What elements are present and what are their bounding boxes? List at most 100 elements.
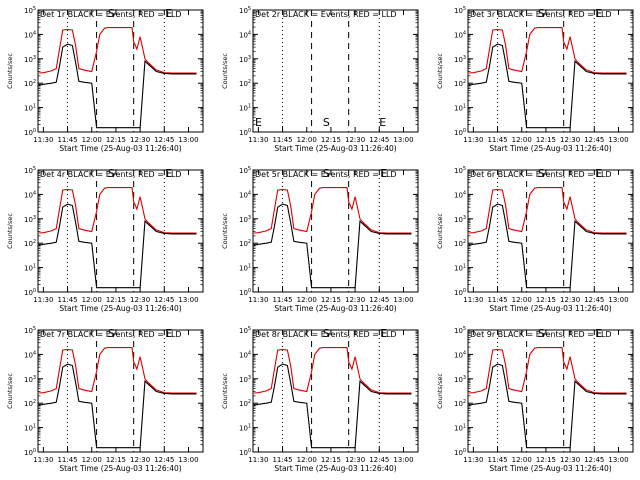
lld-series-line	[39, 347, 197, 394]
marker-e-right: E	[380, 167, 387, 180]
y-tick-exponent: 3	[248, 375, 251, 381]
panel-4: Det 4r BLACK = Events, RED = LLD10010110…	[6, 166, 204, 313]
y-tick-label: 101	[454, 424, 466, 433]
y-tick-exponent: 1	[463, 424, 466, 430]
x-tick-label: 11:30	[248, 136, 268, 144]
events-series-line	[469, 363, 627, 449]
plot-frame	[467, 9, 634, 133]
y-tick-label: 103	[239, 55, 251, 64]
x-tick-label: 12:30	[560, 296, 580, 304]
x-tick-label: 13:00	[178, 456, 198, 464]
y-tick-label: 100	[454, 448, 466, 457]
y-tick-label: 104	[24, 350, 36, 359]
x-tick-label: 12:45	[369, 296, 389, 304]
marker-e-right: E	[165, 327, 172, 340]
x-tick-label: 12:45	[154, 136, 174, 144]
x-tick-label: 12:30	[345, 136, 365, 144]
y-tick-label: 102	[454, 239, 466, 248]
x-tick-label: 12:45	[584, 136, 604, 144]
lld-series-line	[39, 187, 197, 234]
y-tick-exponent: 1	[248, 264, 251, 270]
panel-5: Det 5r BLACK = Events, RED = LLD10010110…	[221, 166, 419, 313]
y-tick-exponent: 5	[33, 326, 36, 332]
events-series-line	[39, 43, 197, 129]
y-tick-label: 103	[239, 375, 251, 384]
y-tick-label: 102	[24, 399, 36, 408]
y-tick-exponent: 3	[248, 55, 251, 61]
y-tick-label: 104	[239, 190, 251, 199]
panel-title: Det 9r BLACK = Events, RED = LLD	[470, 330, 612, 339]
y-tick-label: 101	[239, 104, 251, 113]
lld-series-line	[39, 27, 197, 74]
x-tick-label: 12:00	[297, 136, 317, 144]
y-tick-exponent: 2	[463, 239, 466, 245]
x-tick-label: 12:45	[369, 456, 389, 464]
panel-title: Det 3r BLACK = Events, RED = LLD	[470, 10, 612, 19]
y-tick-label: 100	[239, 288, 251, 297]
events-series-line	[469, 43, 627, 129]
y-tick-label: 105	[24, 166, 36, 175]
y-tick-label: 105	[454, 6, 466, 15]
y-tick-exponent: 0	[463, 128, 466, 134]
marker-s: S	[538, 167, 545, 180]
x-tick-label: 11:45	[487, 136, 507, 144]
y-tick-exponent: 4	[463, 30, 466, 36]
y-tick-label: 102	[24, 239, 36, 248]
y-tick-label: 104	[239, 350, 251, 359]
panel-title: Det 2r BLACK = Events, RED = LLD	[255, 10, 397, 19]
x-tick-label: 11:45	[57, 456, 77, 464]
plot-frame	[252, 169, 419, 293]
y-tick-label: 101	[24, 104, 36, 113]
x-tick-label: 13:00	[608, 296, 628, 304]
y-tick-exponent: 1	[248, 424, 251, 430]
y-tick-label: 100	[454, 128, 466, 137]
x-axis-label: Start Time (25-Aug-03 11:26:40)	[489, 464, 611, 473]
x-tick-label: 13:00	[608, 136, 628, 144]
y-tick-exponent: 0	[463, 288, 466, 294]
lld-series-line	[469, 347, 627, 394]
y-tick-label: 101	[239, 424, 251, 433]
y-tick-exponent: 5	[463, 326, 466, 332]
x-tick-label: 13:00	[608, 456, 628, 464]
x-axis-label: Start Time (25-Aug-03 11:26:40)	[274, 144, 396, 153]
y-tick-label: 105	[24, 6, 36, 15]
y-tick-exponent: 4	[33, 30, 36, 36]
x-tick-label: 12:15	[106, 136, 126, 144]
x-axis-label: Start Time (25-Aug-03 11:26:40)	[274, 464, 396, 473]
events-series-line	[254, 363, 412, 449]
marker-s: S	[108, 7, 115, 20]
x-tick-label: 12:15	[536, 456, 556, 464]
x-tick-label: 12:15	[321, 456, 341, 464]
x-tick-label: 12:00	[297, 296, 317, 304]
y-tick-exponent: 5	[463, 6, 466, 12]
y-tick-exponent: 4	[248, 30, 251, 36]
y-tick-exponent: 0	[248, 128, 251, 134]
x-tick-label: 12:00	[512, 136, 532, 144]
panel-title: Det 6r BLACK = Events, RED = LLD	[470, 170, 612, 179]
y-tick-exponent: 5	[33, 6, 36, 12]
y-tick-exponent: 5	[463, 166, 466, 172]
marker-e-right: E	[165, 167, 172, 180]
y-tick-exponent: 4	[33, 350, 36, 356]
y-tick-label: 105	[454, 166, 466, 175]
y-tick-label: 100	[24, 448, 36, 457]
y-tick-exponent: 2	[33, 399, 36, 405]
panel-title: Det 1r BLACK = Events, RED = LLD	[40, 10, 182, 19]
lld-series-line	[254, 347, 412, 394]
y-tick-exponent: 2	[33, 79, 36, 85]
y-tick-label: 104	[454, 30, 466, 39]
y-tick-label: 103	[454, 55, 466, 64]
x-tick-label: 13:00	[393, 136, 413, 144]
y-tick-label: 100	[24, 288, 36, 297]
marker-e-right: E	[595, 7, 602, 20]
y-tick-exponent: 1	[463, 104, 466, 110]
y-tick-exponent: 2	[33, 239, 36, 245]
y-tick-exponent: 4	[33, 190, 36, 196]
plot-frame	[467, 329, 634, 453]
y-tick-exponent: 0	[33, 448, 36, 454]
y-tick-exponent: 3	[463, 55, 466, 61]
lld-series-line	[469, 27, 627, 74]
x-tick-label: 12:30	[130, 456, 150, 464]
y-tick-exponent: 4	[463, 350, 466, 356]
